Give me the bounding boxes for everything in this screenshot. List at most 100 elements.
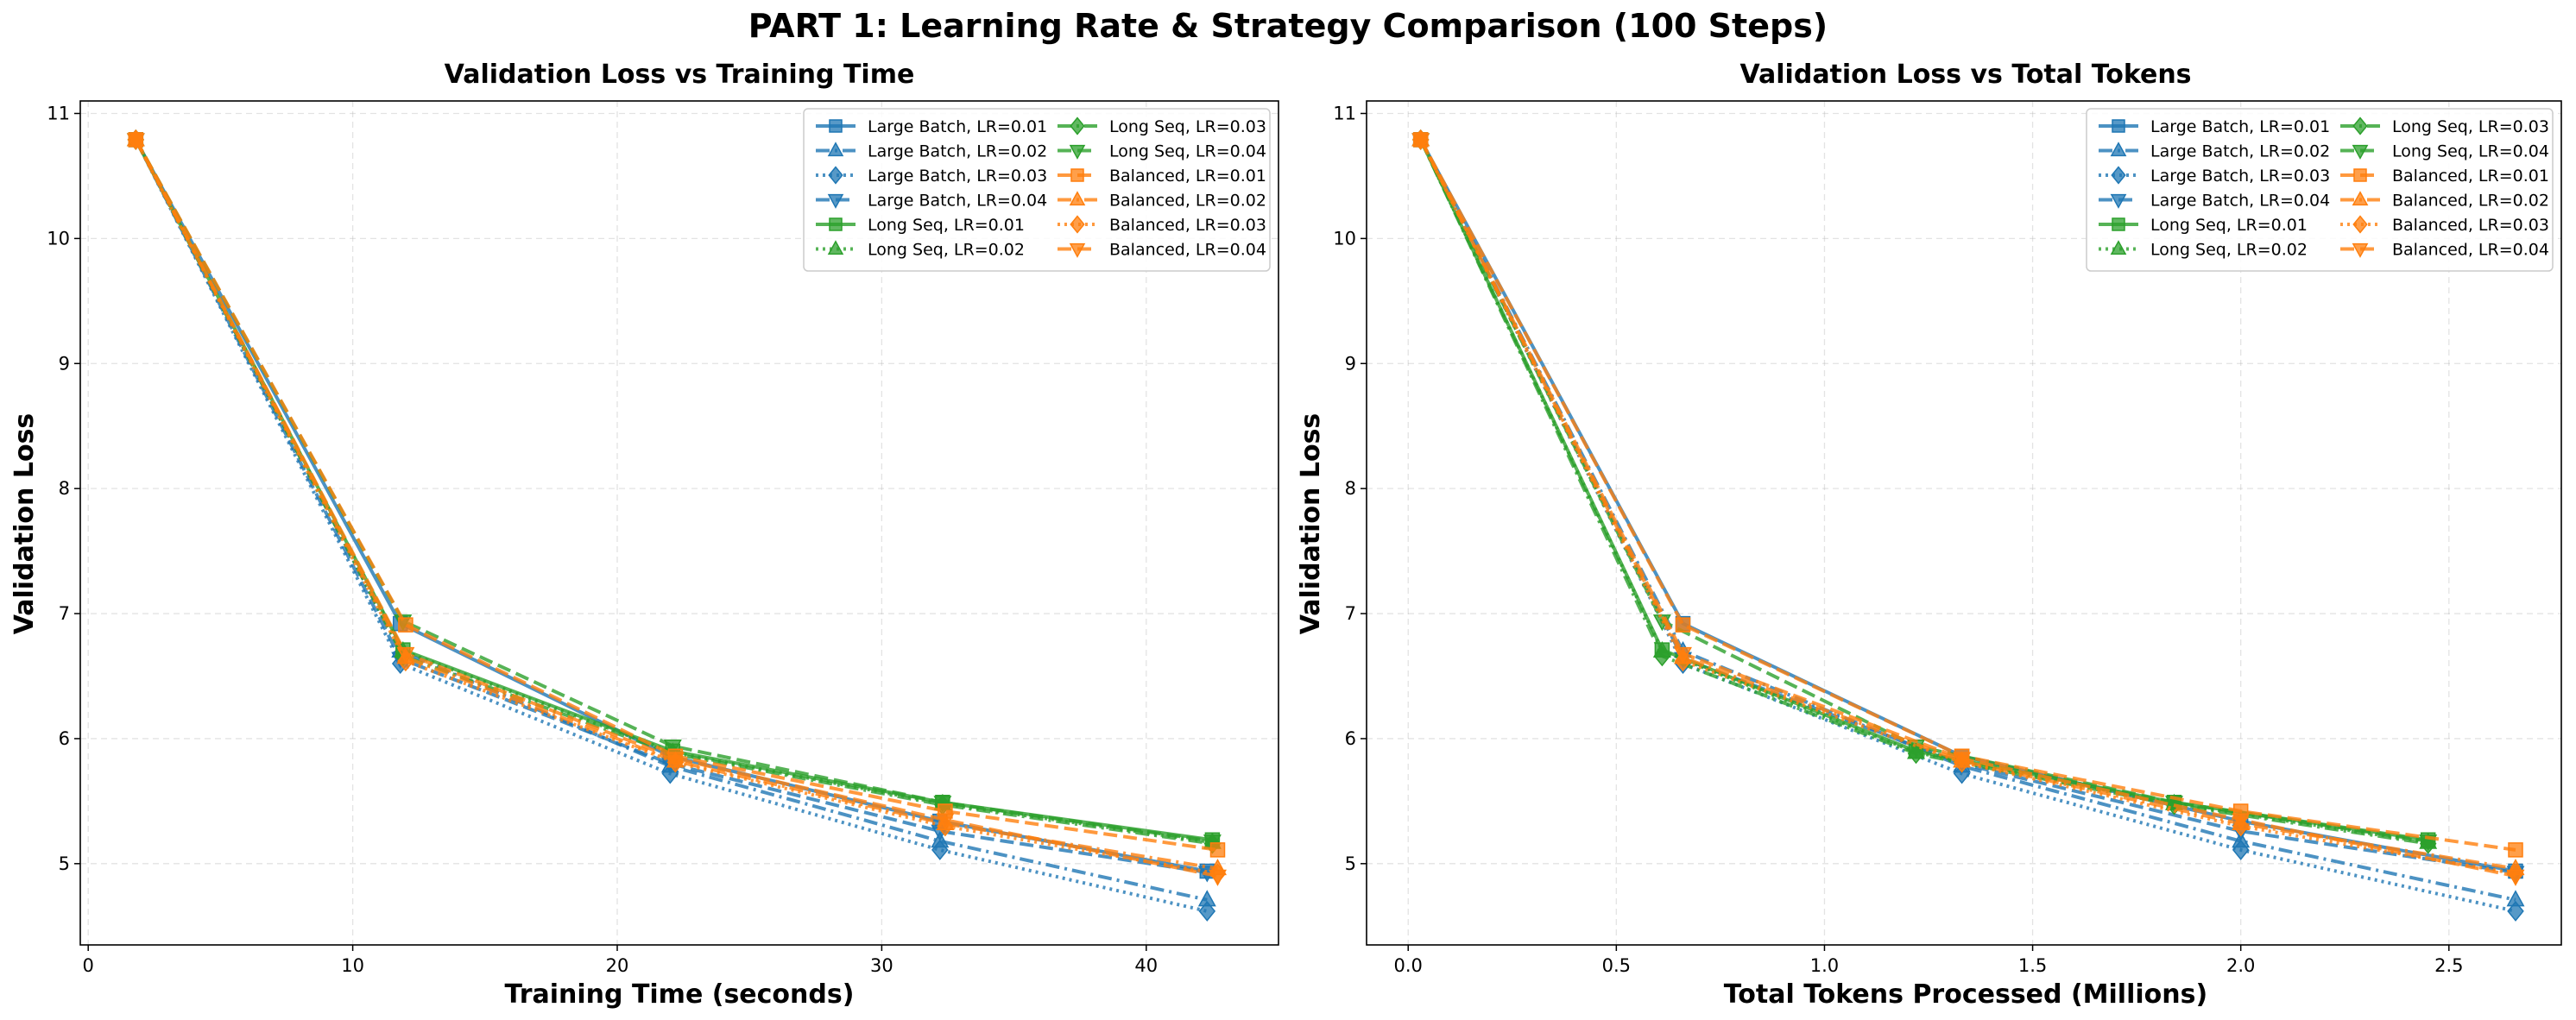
legend-item: Balanced, LR=0.02: [2340, 191, 2549, 211]
y-tick-label: 9: [1345, 353, 1356, 374]
legend-marker: [827, 193, 844, 209]
legend-label: Large Batch, LR=0.01: [2150, 117, 2330, 136]
data-point: [1953, 752, 1972, 769]
figure-title: PART 1: Learning Rate & Strategy Compari…: [748, 7, 1828, 45]
legend-item: Long Seq, LR=0.03: [2340, 116, 2549, 136]
data-point: [2232, 813, 2251, 830]
x-tick-label: 1.0: [1810, 955, 1839, 976]
data-point: [398, 617, 414, 633]
legend-label: Balanced, LR=0.02: [2392, 192, 2549, 211]
x-tick-label: 0.0: [1394, 955, 1423, 976]
data-point: [1198, 900, 1216, 922]
legend-item: Large Batch, LR=0.01: [816, 117, 1047, 136]
x-tick-label: 40: [1134, 955, 1158, 976]
legend-item: Long Seq, LR=0.03: [1058, 116, 1266, 136]
y-tick-label: 8: [1345, 478, 1356, 499]
legend-marker: [2112, 217, 2125, 231]
legend-marker: [2352, 242, 2369, 258]
legend-marker: [1069, 242, 1086, 258]
plot-area: [126, 129, 1227, 922]
plot-area: [1411, 129, 2525, 922]
legend-marker: [1069, 191, 1086, 206]
legend-marker: [829, 217, 843, 231]
y-axis-label: Validation Loss: [9, 413, 40, 635]
chart-panel-tokens: Validation Loss vs Total Tokens Total To…: [1296, 60, 2562, 1010]
data-point: [936, 813, 955, 830]
legend-item: Balanced, LR=0.03: [2340, 215, 2549, 235]
y-tick-label: 5: [1345, 853, 1356, 874]
legend-label: Long Seq, LR=0.04: [1109, 142, 1266, 161]
series: [1411, 133, 2525, 886]
legend-label: Balanced, LR=0.01: [1109, 167, 1266, 186]
legend-marker: [2352, 116, 2368, 135]
legend-item: Balanced, LR=0.03: [1058, 215, 1266, 235]
legend-label: Balanced, LR=0.01: [2392, 167, 2549, 186]
legend-label: Large Batch, LR=0.04: [2150, 192, 2330, 211]
series-line: [1418, 139, 2516, 876]
legend-label: Long Seq, LR=0.01: [868, 216, 1025, 235]
legend-marker: [1070, 168, 1084, 182]
data-point: [1953, 763, 1971, 784]
series-line: [134, 138, 1208, 874]
legend-item: Large Batch, LR=0.04: [816, 192, 1047, 211]
data-point: [1675, 617, 1691, 633]
data-point: [2507, 900, 2524, 922]
legend: Large Batch, LR=0.01 Large Batch, LR=0.02…: [2086, 108, 2554, 272]
legend-label: Long Seq, LR=0.02: [2150, 241, 2308, 260]
x-axis-label: Total Tokens Processed (Millions): [1724, 979, 2207, 1010]
y-tick-label: 10: [1333, 228, 1356, 249]
legend-label: Balanced, LR=0.04: [2392, 241, 2549, 260]
y-tick-label: 9: [59, 353, 70, 374]
legend-label: Long Seq, LR=0.01: [2150, 216, 2308, 235]
legend-marker: [2110, 142, 2127, 157]
legend-box: [803, 108, 1271, 272]
y-tick-label: 10: [47, 228, 70, 249]
y-axis-label: Validation Loss: [1296, 413, 1326, 635]
legend-marker: [2352, 215, 2368, 234]
x-tick-label: 0: [83, 955, 94, 976]
legend-label: Large Batch, LR=0.04: [868, 192, 1047, 211]
legend-item: Balanced, LR=0.01: [2340, 167, 2549, 186]
axes-frame: [79, 100, 1279, 946]
legend-label: Long Seq, LR=0.03: [2392, 117, 2549, 136]
x-tick-label: 10: [341, 955, 364, 976]
legend-item: Long Seq, LR=0.01: [2099, 216, 2308, 235]
legend-label: Large Batch, LR=0.03: [2150, 167, 2330, 186]
legend-marker: [2112, 119, 2125, 133]
legend-marker: [2110, 240, 2127, 255]
legend-box: [2086, 108, 2554, 272]
legend-item: Large Batch, LR=0.04: [2099, 192, 2330, 211]
x-tick-label: 0.5: [1602, 955, 1631, 976]
legend-item: Long Seq, LR=0.04: [2340, 142, 2549, 161]
legend-item: Large Batch, LR=0.03: [2099, 166, 2330, 186]
legend-label: Long Seq, LR=0.04: [2392, 142, 2549, 161]
data-point: [931, 839, 949, 860]
legend-item: Long Seq, LR=0.02: [2099, 240, 2308, 260]
legend-marker: [2353, 168, 2367, 182]
data-point: [2232, 839, 2250, 860]
legend-marker: [2111, 166, 2126, 185]
legend-item: Balanced, LR=0.04: [2340, 241, 2549, 260]
x-axis-label: Training Time (seconds): [505, 979, 855, 1010]
x-tick-label: 2.5: [2434, 955, 2463, 976]
ticks: 0 10 20 30 40 5 6 7 8 9 10 11: [47, 103, 1158, 976]
y-tick-label: 5: [59, 853, 70, 874]
x-tick-label: 2.0: [2226, 955, 2255, 976]
chart-panel-time: Validation Loss vs Training Time Trainin…: [9, 60, 1279, 1010]
series-line: [134, 138, 1218, 876]
legend-marker: [1070, 215, 1085, 234]
data-point: [1674, 646, 1692, 664]
axes-frame: [1366, 100, 2562, 946]
data-point: [396, 646, 415, 664]
legend-item: Large Batch, LR=0.03: [816, 166, 1047, 186]
y-tick-label: 11: [47, 103, 70, 123]
legend-marker: [2110, 193, 2127, 209]
data-point: [663, 740, 682, 757]
y-tick-label: 7: [1345, 603, 1356, 624]
data-point: [1209, 842, 1226, 858]
legend-item: Balanced, LR=0.04: [1058, 241, 1266, 260]
legend-label: Long Seq, LR=0.02: [868, 241, 1025, 260]
legend-marker: [827, 142, 844, 157]
data-point: [666, 752, 685, 769]
legend-label: Long Seq, LR=0.03: [1109, 117, 1266, 136]
